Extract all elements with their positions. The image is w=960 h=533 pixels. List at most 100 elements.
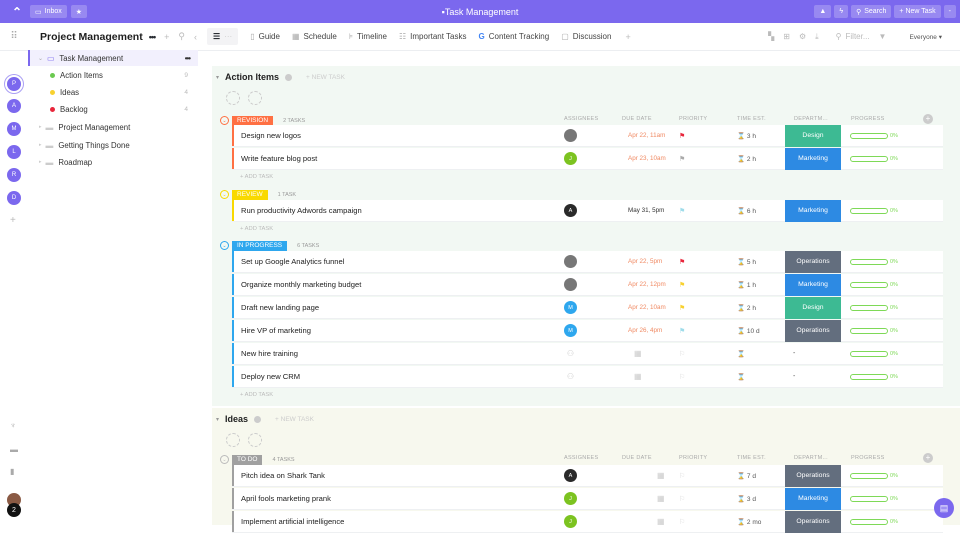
flag-icon[interactable]: ⚑ bbox=[679, 304, 686, 312]
add-task-link[interactable]: + ADD TASK bbox=[240, 392, 274, 398]
new-task-link[interactable]: + NEW TASK bbox=[275, 415, 314, 423]
column-header-due-date[interactable]: DUE DATE bbox=[622, 455, 652, 461]
flag-icon[interactable]: ⚑ bbox=[679, 155, 686, 163]
tab-content-tracking[interactable]: G Content Tracking bbox=[478, 32, 550, 41]
column-header-progress[interactable]: PROGRESS bbox=[851, 116, 885, 122]
department-badge[interactable]: Operations bbox=[785, 464, 841, 487]
add-assignee-icon[interactable] bbox=[248, 433, 262, 447]
flag-icon[interactable]: ⚐ bbox=[679, 373, 686, 381]
table-row[interactable]: Hire VP of marketing M Apr 26, 4pm ⚑ ⌛ 1… bbox=[232, 319, 943, 342]
add-task-link[interactable]: + ADD TASK bbox=[240, 226, 274, 232]
add-priority-icon[interactable] bbox=[226, 433, 240, 447]
info-icon[interactable] bbox=[285, 73, 293, 81]
add-column-icon[interactable]: + bbox=[923, 453, 933, 463]
notifications-button[interactable]: ▲ bbox=[814, 5, 832, 18]
column-header-assignees[interactable]: ASSIGNEES bbox=[564, 116, 599, 122]
avatar[interactable]: M bbox=[564, 301, 577, 314]
table-row[interactable]: Set up Google Analytics funnel Apr 22, 5… bbox=[232, 250, 943, 273]
notification-count-badge[interactable]: 2 bbox=[7, 503, 21, 517]
filter-icon[interactable]: ▼ bbox=[878, 32, 887, 41]
avatar-workspace[interactable]: P bbox=[7, 77, 21, 91]
new-task-button[interactable]: + New Task bbox=[894, 5, 941, 18]
avatar-workspace[interactable]: M bbox=[7, 122, 21, 136]
favorites-button[interactable]: ★ bbox=[70, 5, 88, 18]
sidebar-folder-project-management[interactable]: ▸ ▬ Project Management bbox=[39, 122, 131, 132]
everyone-dropdown[interactable]: Everyone ▾ bbox=[909, 33, 942, 41]
add-workspace-icon[interactable]: + bbox=[10, 215, 16, 226]
filter-input[interactable]: ⚲ Filter... bbox=[835, 32, 870, 41]
tab-discussion[interactable]: ▢ Discussion bbox=[561, 32, 612, 41]
column-header-due-date[interactable]: DUE DATE bbox=[622, 116, 652, 122]
add-assignee-icon[interactable] bbox=[248, 91, 262, 105]
trophy-icon[interactable]: ♆ bbox=[10, 421, 16, 430]
table-row[interactable]: Pitch idea on Shark Tank A ▦ ⚐ ⌛ 7 d Ope… bbox=[232, 464, 943, 487]
avatar[interactable]: A bbox=[564, 204, 577, 217]
table-row[interactable]: Run productivity Adwords campaign A May … bbox=[232, 199, 943, 222]
sidebar-folder-getting-things-done[interactable]: ▸ ▬ Getting Things Done bbox=[39, 140, 130, 150]
flag-icon[interactable]: ⚐ bbox=[679, 495, 686, 503]
sidebar-item-ideas[interactable]: Ideas 4 bbox=[28, 84, 198, 100]
calendar-icon[interactable]: ▦ bbox=[634, 372, 642, 381]
flag-icon[interactable]: ⚑ bbox=[679, 327, 686, 335]
column-header-department[interactable]: DEPARTM... bbox=[794, 455, 828, 461]
tab-guide[interactable]: ▯ Guide bbox=[250, 32, 280, 41]
sidebar-folder-roadmap[interactable]: ▸ ▬ Roadmap bbox=[39, 157, 93, 167]
grid-icon[interactable]: ⠿ bbox=[10, 31, 18, 42]
department-badge[interactable]: Operations bbox=[785, 319, 841, 342]
flag-icon[interactable]: ⚑ bbox=[679, 132, 686, 140]
sidebar-item-backlog[interactable]: Backlog 4 bbox=[28, 101, 198, 117]
sidebar-folder-task-management[interactable]: ⌄ ▭ Task Management ••• bbox=[28, 50, 198, 66]
new-task-dropdown[interactable]: - bbox=[943, 5, 956, 18]
column-header-time-est[interactable]: TIME EST. bbox=[737, 455, 766, 461]
inbox-button[interactable]: ▭ Inbox bbox=[30, 5, 67, 18]
table-row[interactable]: Draft new landing page M Apr 22, 10am ⚑ … bbox=[232, 296, 943, 319]
tab-schedule[interactable]: ▦ Schedule bbox=[291, 32, 337, 41]
calendar-icon[interactable]: ▦ bbox=[657, 517, 665, 526]
avatar-workspace[interactable]: L bbox=[7, 145, 21, 159]
tab-list-view[interactable]: ☰ ··· bbox=[207, 28, 239, 45]
department-badge[interactable]: Marketing bbox=[785, 199, 841, 222]
tab-timeline[interactable]: ⊧ Timeline bbox=[348, 32, 387, 41]
avatar[interactable]: J bbox=[564, 152, 577, 165]
collapse-icon[interactable]: ⌄ bbox=[220, 455, 229, 464]
column-header-priority[interactable]: PRIORITY bbox=[679, 455, 708, 461]
avatar[interactable]: J bbox=[564, 492, 577, 505]
info-icon[interactable] bbox=[254, 415, 262, 423]
table-row[interactable]: Implement artificial intelligence J ▦ ⚐ … bbox=[232, 510, 943, 533]
automation-button[interactable]: ϟ bbox=[834, 5, 849, 18]
collapse-icon[interactable]: ⌄ bbox=[220, 190, 229, 199]
hourglass-icon[interactable]: ⌛ bbox=[737, 350, 746, 358]
avatar[interactable] bbox=[564, 129, 577, 142]
subtasks-icon[interactable]: ⊞ bbox=[783, 32, 790, 41]
table-row[interactable]: Write feature blog post J Apr 23, 10am ⚑… bbox=[232, 147, 943, 170]
column-header-department[interactable]: DEPARTM... bbox=[794, 116, 828, 122]
table-row[interactable]: New hire training ⚇ ▦ ⚐ ⌛ - 0% bbox=[232, 343, 943, 365]
avatar-workspace[interactable]: D bbox=[7, 191, 21, 205]
flag-icon[interactable]: ⚐ bbox=[679, 518, 686, 526]
sidebar-item-action-items[interactable]: Action Items 9 bbox=[28, 67, 198, 83]
flag-icon[interactable]: ⚐ bbox=[679, 350, 686, 358]
search-button[interactable]: ⚲ Search bbox=[851, 5, 892, 18]
collapse-icon[interactable]: ‹ bbox=[194, 31, 198, 42]
avatar-workspace[interactable]: A bbox=[7, 99, 21, 113]
space-menu-icon[interactable]: ••• bbox=[148, 31, 157, 42]
collapse-icon[interactable]: ⌄ bbox=[220, 116, 229, 125]
column-header-assignees[interactable]: ASSIGNEES bbox=[564, 455, 599, 461]
avatar-workspace[interactable]: R bbox=[7, 168, 21, 182]
table-row[interactable]: Design new logos Apr 22, 11am ⚑ ⌛ 3 h De… bbox=[232, 124, 943, 147]
flag-icon[interactable]: ⚑ bbox=[679, 281, 686, 289]
calendar-icon[interactable]: ▦ bbox=[634, 349, 642, 358]
chevron-down-icon[interactable]: ▾ bbox=[216, 74, 220, 81]
column-header-priority[interactable]: PRIORITY bbox=[679, 116, 708, 122]
table-row[interactable]: April fools marketing prank J ▦ ⚐ ⌛ 3 d … bbox=[232, 487, 943, 510]
flag-icon[interactable]: ⚑ bbox=[679, 258, 686, 266]
flag-icon[interactable]: ⚑ bbox=[679, 207, 686, 215]
notepad-fab-button[interactable]: ▤ bbox=[934, 498, 954, 518]
department-badge[interactable]: Operations bbox=[785, 250, 841, 273]
avatar[interactable]: M bbox=[564, 324, 577, 337]
briefcase-icon[interactable]: ▬ bbox=[10, 445, 18, 454]
search-icon[interactable]: ⚲ bbox=[178, 31, 186, 41]
department-badge[interactable]: Design bbox=[785, 296, 841, 319]
add-view-icon[interactable]: + bbox=[625, 31, 631, 42]
flag-icon[interactable]: ⚐ bbox=[679, 472, 686, 480]
